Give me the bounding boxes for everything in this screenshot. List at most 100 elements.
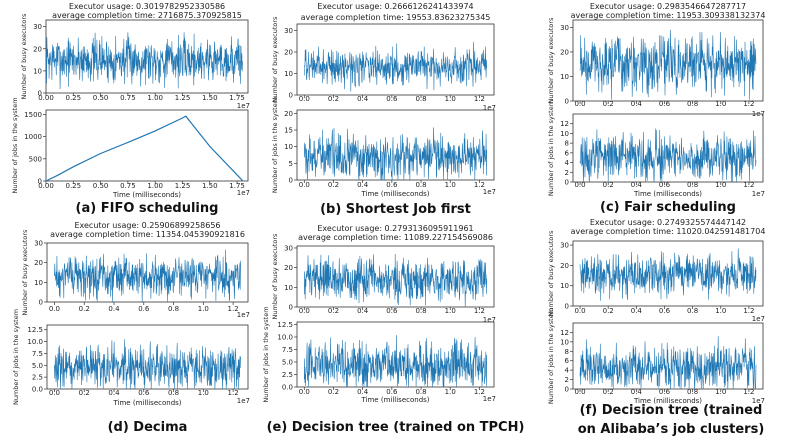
y-tick-label: 0 [565, 179, 569, 187]
series-line-top [304, 41, 487, 92]
x-tick-label: 0.25 [66, 94, 82, 102]
series-line-top [304, 253, 487, 308]
y-tick-label: 2 [565, 169, 569, 177]
y-tick-label: 12 [560, 120, 569, 128]
x-tick-label: 0.0 [299, 388, 310, 396]
y-tick-label: 30 [33, 23, 42, 31]
x-tick-label: 0.0 [574, 100, 585, 108]
plot-frame-top [572, 19, 764, 102]
x-tick-label: 0.8 [687, 388, 698, 396]
y-tick-label: 20 [34, 259, 43, 267]
x-tick-label: 0.2 [79, 389, 90, 397]
x-tick-label: 0.6 [386, 181, 398, 189]
y-tick-label: 30 [560, 242, 569, 250]
series-line-bottom [304, 335, 487, 388]
x-tick-label: 0.6 [659, 181, 671, 189]
y-axis-label: Number of jobs in the system [547, 100, 555, 196]
x-tick-label: 0.0 [574, 307, 585, 315]
series-line-top [579, 29, 757, 100]
x-tick-label: 1.75 [229, 94, 245, 102]
series-line-bottom [45, 115, 243, 182]
y-tick-label: 10.0 [277, 334, 293, 342]
y-tick-label: 8 [565, 140, 569, 148]
series-line-bottom [579, 128, 757, 183]
x-tick-label: 1.2 [743, 388, 754, 396]
y-tick-label: 20 [560, 262, 569, 270]
y-tick-label: 7.5 [32, 350, 43, 358]
plot-frame-top [46, 242, 249, 303]
x-tick-label: 0.4 [108, 305, 120, 313]
y-tick-label: 2 [565, 376, 569, 384]
x-tick-label: 0.2 [328, 181, 339, 189]
y-tick-label: 10 [560, 130, 569, 138]
plot-frame-bottom [45, 109, 249, 182]
x-tick-label: 1.0 [445, 181, 456, 189]
x-tick-label: 1.0 [715, 100, 726, 108]
x-tick-label: 0.4 [631, 181, 643, 189]
y-tick-label: 20 [560, 48, 569, 56]
x-tick-label: 1.2 [743, 181, 754, 189]
y-tick-label: 20 [284, 110, 293, 118]
y-axis-label: Number of jobs in the system [547, 308, 555, 404]
chart-caption: (a) FIFO scheduling [76, 201, 219, 216]
x-tick-label: 1.00 [147, 182, 163, 190]
x-tick-label: 0.8 [415, 95, 426, 103]
y-tick-label: 2.5 [32, 374, 43, 382]
y-tick-label: 10.0 [27, 338, 43, 346]
chart-header-completion: average completion time: 11354.045390921… [50, 230, 245, 239]
x-tick-label: 0.4 [357, 95, 369, 103]
chart-caption: (e) Decision tree (trained on TPCH) [267, 420, 525, 435]
y-tick-label: 8 [565, 348, 569, 356]
series-line-top [45, 32, 243, 90]
x-scale-label: 1e7 [752, 397, 765, 405]
x-axis-label: Time (milliseconds) [633, 190, 702, 198]
chart-caption: (d) Decima [108, 420, 188, 435]
chart-header-completion: average completion time: 19553.836232753… [301, 13, 491, 22]
y-tick-label: 30 [34, 240, 43, 248]
x-tick-label: 0.50 [93, 94, 109, 102]
x-tick-label: 0.4 [631, 307, 643, 315]
x-tick-label: 0.6 [386, 388, 398, 396]
chart-caption-line: on Alibaba’s job clusters) [578, 422, 765, 437]
x-scale-label: 1e7 [237, 102, 250, 110]
x-tick-label: 1.50 [202, 182, 218, 190]
y-tick-label: 0.0 [32, 386, 43, 394]
chart-header-usage: Executor usage: 0.25906899258656 [74, 221, 220, 230]
chart-header-completion: average completion time: 11089.227154569… [298, 233, 493, 242]
x-tick-label: 0.6 [659, 307, 671, 315]
x-tick-label: 0.4 [631, 388, 643, 396]
y-axis-label: Number of jobs in the system [271, 97, 279, 193]
x-tick-label: 0.0 [49, 389, 60, 397]
x-scale-label: 1e7 [483, 188, 496, 196]
y-tick-label: 5 [289, 160, 293, 168]
y-tick-label: 30 [560, 24, 569, 32]
y-tick-label: 10 [560, 338, 569, 346]
x-axis-label: Time (milliseconds) [112, 399, 181, 407]
x-tick-label: 0.8 [687, 307, 698, 315]
y-tick-label: 4 [565, 367, 570, 375]
x-tick-label: 1.0 [198, 389, 209, 397]
x-tick-label: 0.2 [603, 388, 614, 396]
y-tick-label: 0 [289, 92, 293, 100]
chart-header-usage: Executor usage: 0.3019782952330586 [69, 2, 225, 11]
x-scale-label: 1e7 [483, 316, 496, 324]
chart-header-completion: average completion time: 2716875.3709258… [52, 11, 242, 20]
y-tick-label: 500 [29, 155, 42, 163]
x-tick-label: 1.2 [474, 181, 485, 189]
y-tick-label: 5.0 [282, 359, 293, 367]
x-tick-label: 0.4 [357, 307, 369, 315]
y-axis-label: Number of busy executors [21, 229, 29, 315]
x-tick-label: 0.75 [120, 94, 136, 102]
x-tick-label: 1.0 [715, 307, 726, 315]
y-tick-label: 0 [39, 299, 43, 307]
y-tick-label: 0 [38, 90, 42, 98]
x-tick-label: 1.2 [228, 305, 239, 313]
chart-header-usage: Executor usage: 0.2749325574447142 [590, 218, 746, 227]
series-line-bottom [304, 127, 487, 181]
plot-frame-bottom [46, 324, 249, 390]
y-axis-label: Number of busy executors [271, 233, 279, 319]
x-tick-label: 1.0 [445, 307, 456, 315]
plot-frame-bottom [572, 322, 764, 390]
x-tick-label: 0.4 [631, 100, 643, 108]
